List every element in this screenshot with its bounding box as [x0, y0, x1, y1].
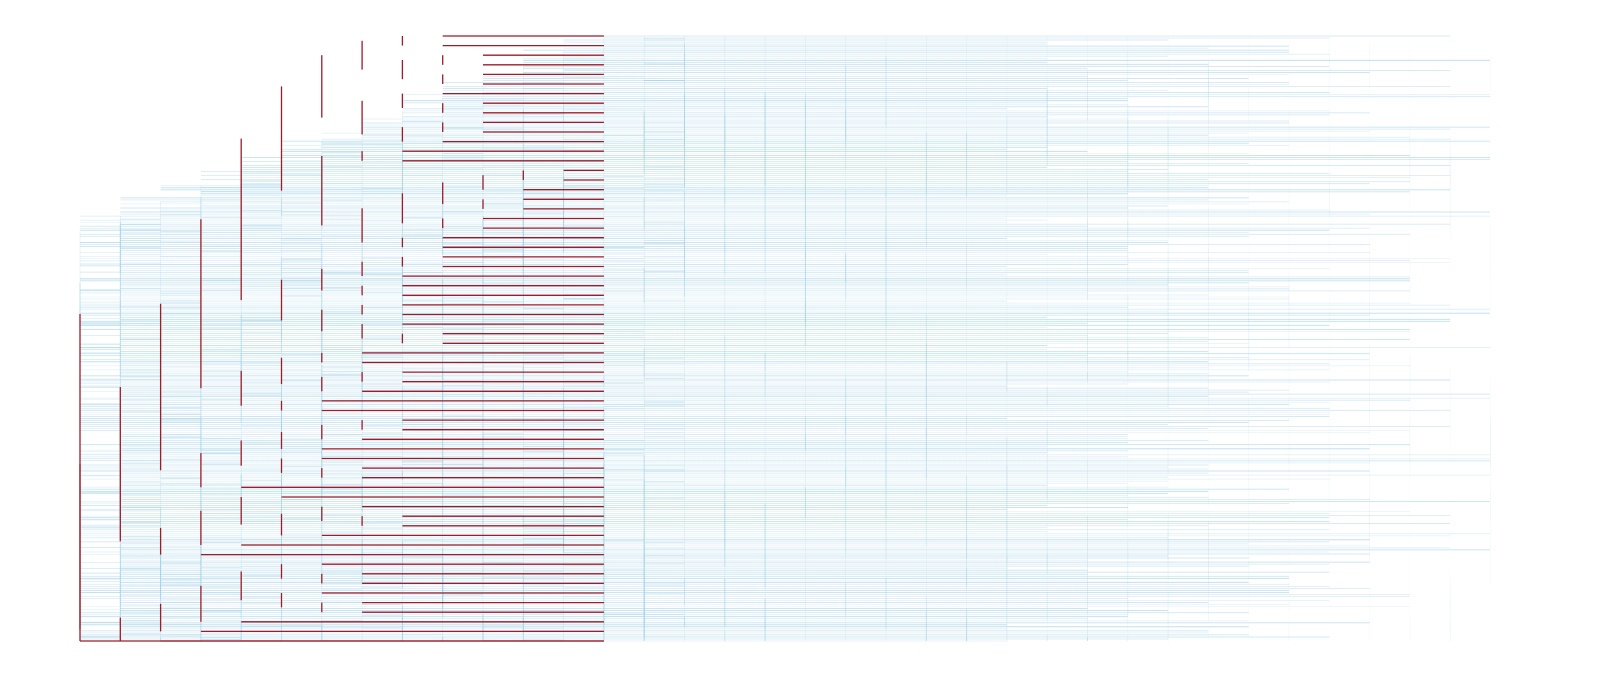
highlighted-path-layer [79, 35, 604, 642]
full-tree-layer [79, 35, 1491, 642]
